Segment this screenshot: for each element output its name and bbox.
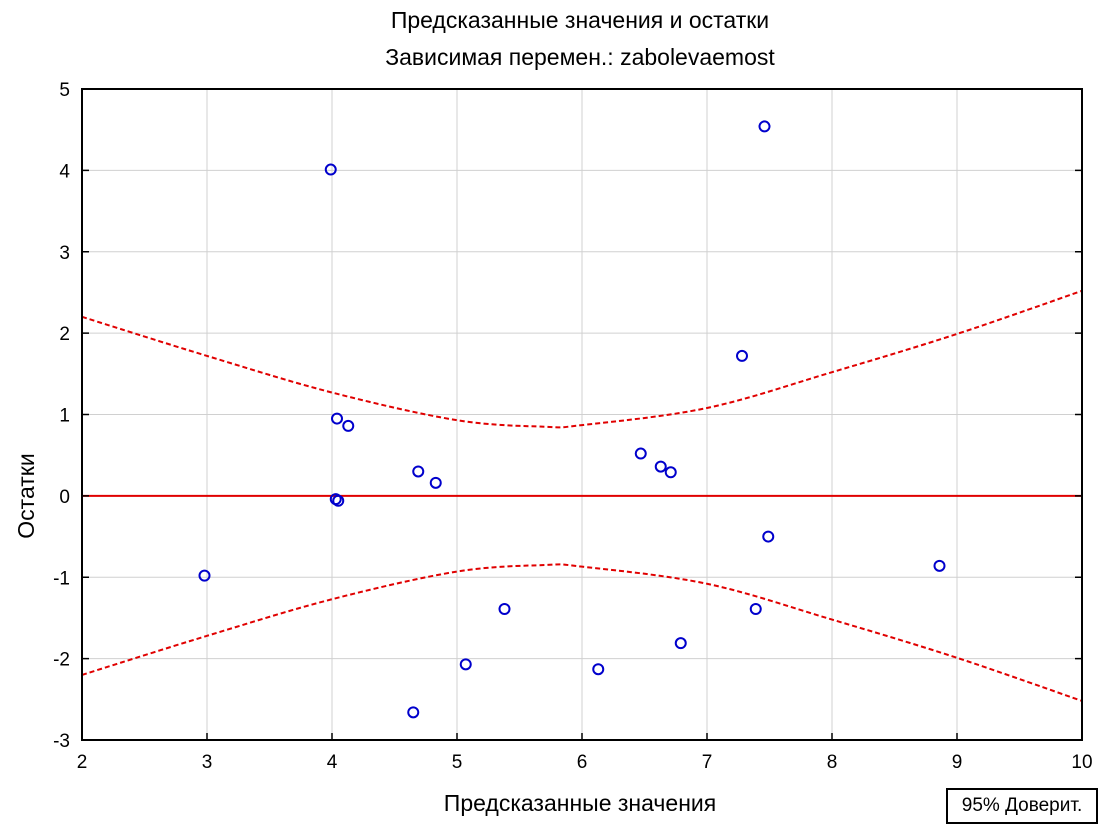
data-point (342, 419, 355, 432)
data-point (749, 602, 762, 615)
x-tick-label: 2 (77, 752, 88, 773)
y-axis-label: Остатки (13, 453, 39, 538)
chart-title: Предсказанные значения и остатки (391, 7, 769, 33)
y-tick-label: -2 (53, 650, 70, 671)
x-axis-label: Предсказанные значения (444, 790, 716, 816)
data-point (412, 465, 425, 478)
y-tick-label: -1 (53, 568, 70, 589)
data-point (674, 637, 687, 650)
data-point (654, 460, 667, 473)
x-tick-label: 4 (327, 752, 338, 773)
x-axis-ticks: 2 3 4 5 6 7 8 9 10 (77, 733, 1093, 773)
data-points (198, 120, 946, 719)
data-point (332, 494, 345, 507)
data-point (664, 466, 677, 479)
data-point (198, 569, 211, 582)
confidence-band (81, 289, 1083, 702)
grid-lines (81, 88, 1083, 741)
y-axis-ticks: 5 4 3 2 1 0 -1 -2 -3 (53, 80, 1082, 752)
x-tick-label: 9 (952, 752, 963, 773)
data-point (933, 559, 946, 572)
y-tick-label: -3 (53, 731, 70, 752)
x-tick-label: 5 (452, 752, 463, 773)
data-point (459, 658, 472, 671)
data-point (762, 530, 775, 543)
y-tick-label: 2 (59, 324, 70, 345)
y-tick-label: 5 (59, 80, 70, 101)
data-point (736, 349, 748, 362)
data-point (592, 663, 605, 676)
legend: 95% Доверит. (946, 788, 1098, 824)
data-point (429, 476, 442, 489)
data-point (331, 412, 343, 425)
x-tick-label: 10 (1071, 752, 1092, 773)
y-tick-label: 1 (59, 406, 70, 427)
data-point (407, 706, 420, 719)
data-point (758, 120, 771, 133)
upper-confidence-line (81, 289, 1083, 429)
y-tick-label: 0 (59, 487, 70, 508)
chart-subtitle: Зависимая перемен.: zabolevaemost (385, 44, 775, 70)
x-tick-label: 7 (702, 752, 713, 773)
data-point (498, 602, 511, 615)
data-point (634, 447, 647, 460)
y-tick-label: 4 (59, 161, 70, 182)
x-tick-label: 6 (577, 752, 588, 773)
x-tick-label: 3 (202, 752, 213, 773)
lower-confidence-line (81, 563, 1083, 702)
data-point (324, 163, 337, 176)
y-tick-label: 3 (59, 243, 70, 264)
data-point (329, 493, 342, 506)
legend-label: 95% Доверит. (961, 795, 1083, 816)
x-tick-label: 8 (827, 752, 838, 773)
